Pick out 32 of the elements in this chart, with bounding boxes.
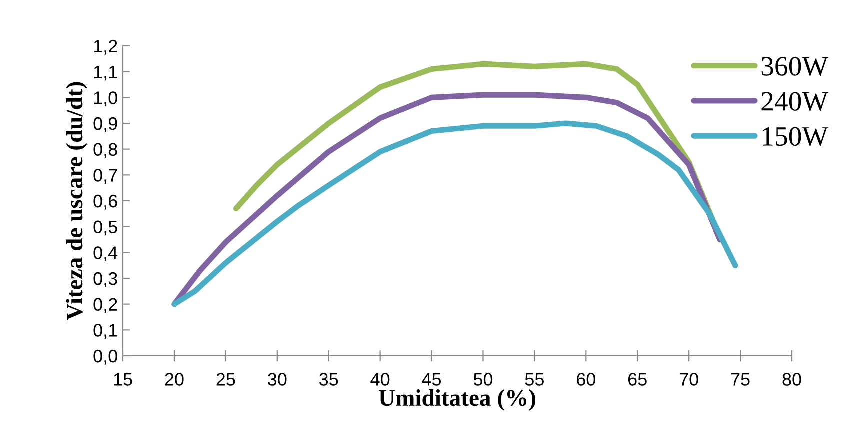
- y-axis-title: Viteza de uscare (du/dt): [66, 82, 88, 320]
- y-tick-label: 0,5: [94, 220, 118, 236]
- x-tick-label: 45: [422, 373, 442, 386]
- x-tick-label: 65: [628, 373, 647, 386]
- y-tick-label: 0,6: [94, 194, 118, 210]
- y-tick-label: 0,2: [94, 298, 118, 314]
- y-tick-label: 1,2: [94, 40, 118, 55]
- y-tick-label: 0,1: [94, 324, 118, 340]
- y-tick-label: 1,0: [94, 92, 118, 107]
- x-tick-label: 25: [216, 373, 236, 386]
- y-tick-label: 0,4: [94, 246, 118, 262]
- x-tick-label: 35: [319, 373, 338, 386]
- x-axis-title: Umiditatea (%): [379, 390, 536, 411]
- x-tick-label: 20: [165, 373, 184, 386]
- y-tick-label: 0,0: [94, 350, 118, 365]
- x-tick-label: 15: [114, 373, 132, 386]
- x-tick-label: 40: [370, 373, 390, 386]
- x-tick-label: 50: [474, 373, 493, 386]
- x-tick-label: 75: [731, 373, 750, 386]
- legend-label: 360W: [762, 57, 828, 76]
- x-tick-label: 30: [268, 373, 287, 386]
- x-tick-label: 55: [525, 373, 544, 386]
- x-tick-label: 70: [680, 373, 698, 386]
- legend-label: 240W: [762, 92, 828, 112]
- y-tick-label: 0,9: [94, 117, 118, 132]
- y-tick-label: 0,8: [94, 143, 118, 158]
- y-tick-label: 0,3: [94, 272, 118, 288]
- x-tick-label: 60: [577, 373, 596, 386]
- legend-label: 150W: [763, 127, 828, 146]
- x-tick-label: 80: [782, 373, 802, 386]
- y-tick-label: 0,7: [94, 169, 118, 184]
- y-tick-label: 1,1: [94, 66, 118, 81]
